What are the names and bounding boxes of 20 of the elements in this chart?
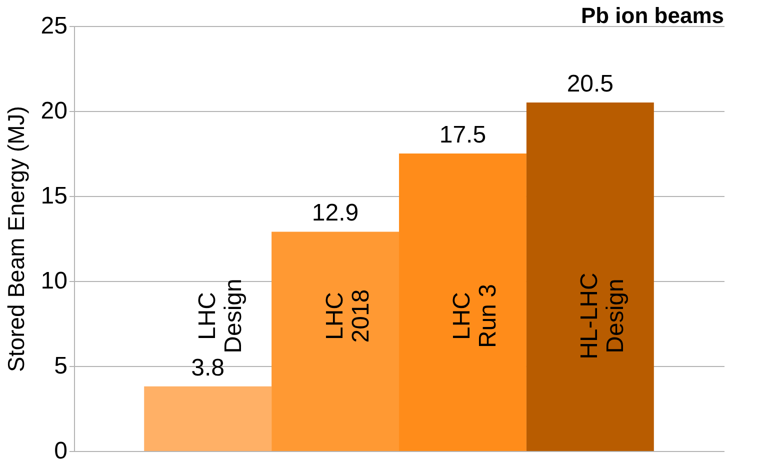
y-tick-label: 10 — [40, 268, 68, 294]
y-axis-title: Stored Beam Energy (MJ) — [2, 106, 29, 372]
x-tick-label: LHC 2018 — [321, 289, 374, 343]
bar — [399, 154, 526, 451]
y-tick-label: 0 — [54, 438, 68, 464]
x-tick-label: LHC Design — [194, 278, 247, 354]
data-label: 17.5 — [439, 122, 486, 148]
x-tick-label: HL-LHC Design — [576, 272, 630, 360]
bar — [272, 232, 399, 451]
bar — [526, 102, 654, 451]
y-tick-label: 20 — [40, 98, 68, 124]
y-tick-label: 5 — [54, 352, 68, 380]
chart-title: Pb ion beams — [580, 3, 724, 28]
x-tick-label: LHC Run 3 — [448, 284, 502, 348]
y-tick-label: 25 — [40, 12, 68, 40]
data-label: 20.5 — [566, 70, 614, 98]
data-label: 12.9 — [312, 200, 359, 227]
y-tick-label: 15 — [40, 182, 68, 210]
bar — [144, 386, 272, 451]
data-label: 3.8 — [191, 354, 225, 382]
